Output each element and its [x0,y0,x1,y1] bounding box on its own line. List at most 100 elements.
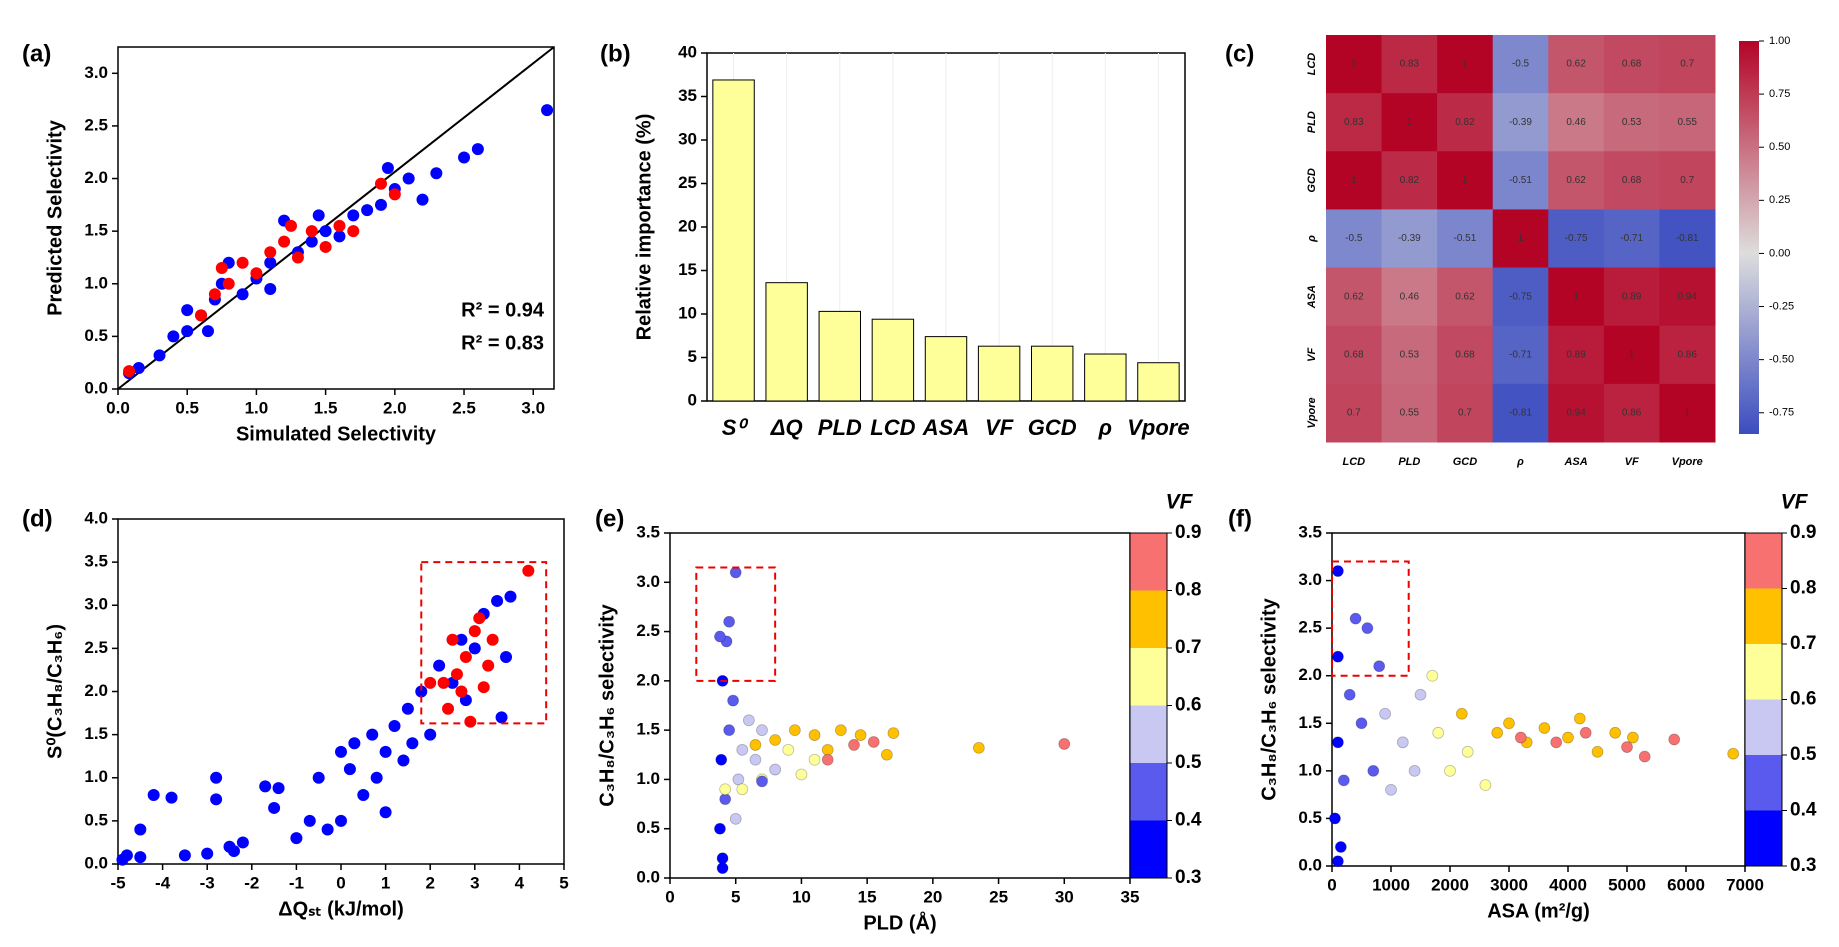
y-tick-label: 20 [678,216,697,235]
data-point [333,219,346,232]
y-tick-label: 2.5 [636,621,660,640]
colorbar-tick-label: 0.8 [1790,578,1816,599]
data-point [319,225,332,238]
y-tick-label: 3.0 [1298,570,1322,589]
colorbar-title: VF [1166,491,1194,514]
colorbar-tick-label: 0.7 [1790,633,1816,654]
annotation: R² = 0.94 [461,299,545,321]
row-label: LCD [1306,53,1318,76]
row-label: PLD [1306,111,1318,133]
y-tick-label: 0.0 [84,378,108,397]
data-point [319,240,332,253]
data-point [769,763,782,776]
data-point [491,594,504,607]
x-tick-label: 0 [665,887,674,906]
data-point [361,204,374,217]
x-tick-label: 4 [515,873,525,892]
data-point [132,361,145,374]
colorbar-tick-label: 0.7 [1175,637,1201,658]
data-point [348,737,361,750]
x-tick-label: 1.0 [245,398,269,417]
data-point [1514,731,1527,744]
bar [924,336,968,402]
x-axis-label: ASA (m²/g) [1487,900,1590,922]
cell-label: -0.81 [1676,233,1699,244]
colorbar-tick-label: 0.6 [1790,689,1816,710]
data-point [1355,717,1368,730]
cell-label: -0.5 [1345,233,1363,244]
plot-frame [1331,532,1746,867]
column-label: ρ [1516,456,1524,468]
x-tick-label: LCD [870,415,915,440]
data-point [291,251,304,264]
bar [977,345,1021,402]
heatmap-cell [1326,93,1383,152]
data-point [1668,733,1681,746]
data-point [719,783,732,796]
x-tick-label: ΔQ [770,415,803,440]
cell-label: -0.39 [1398,233,1421,244]
data-point [808,729,821,741]
panel-label: (c) [1225,40,1254,67]
x-axis-label: PLD (Å) [863,910,936,934]
data-point [1414,688,1427,701]
colorbar-tick-label: 0.25 [1769,194,1790,206]
data-point [268,801,281,814]
data-point [335,814,347,827]
cell-label: 1 [1462,59,1468,70]
y-tick-label: 2.5 [1298,618,1322,637]
data-point [236,288,249,301]
data-point [227,845,240,858]
data-point [347,225,360,238]
x-tick-label: 10 [792,887,811,906]
heatmap-cell [1659,383,1716,443]
annotation: R² = 0.83 [461,332,544,354]
y-tick-label: 1.0 [636,769,660,788]
x-tick-label: S⁰ [722,415,749,440]
cell-label: 0.62 [1455,291,1475,302]
data-point [729,812,742,825]
data-point [195,309,208,322]
data-point [1503,717,1515,730]
colorbar-tick-label: 0.9 [1790,522,1816,543]
data-point [1329,812,1341,825]
colorbar-segment [1745,699,1782,755]
data-point [264,283,277,296]
data-point [723,724,736,737]
cell-label: 0.89 [1566,349,1586,360]
cell-label: -0.75 [1565,233,1588,244]
y-tick-label: 1.0 [1298,760,1322,779]
data-point [482,659,495,672]
data-point [208,288,221,301]
data-point [333,230,346,243]
heatmap-cell [1603,209,1660,269]
colorbar-tick-label: -0.50 [1769,354,1794,366]
data-point [397,754,410,767]
row-label: GCD [1306,168,1318,193]
bar [765,282,808,402]
cell-label: 1 [1351,59,1357,70]
y-axis-label: Relative importance (%) [633,114,655,341]
column-label: LCD [1342,456,1365,468]
y-tick-label: 25 [678,173,697,192]
heatmap-cell [1326,35,1383,94]
heatmap-cell [1381,325,1438,385]
heatmap-cell [1437,151,1494,210]
colorbar-tick-label: 0.3 [1175,867,1201,888]
data-point [1332,650,1344,663]
data-point [416,193,429,206]
data-point [424,676,437,689]
colorbar-tick-label: 0.9 [1175,522,1201,543]
x-tick-label: -2 [244,873,259,892]
y-tick-label: 3.0 [84,595,108,614]
data-point [473,612,486,625]
colorbar-segment [1130,533,1167,591]
data-point [714,822,726,835]
data-point [165,791,178,804]
heatmap-cell [1326,209,1383,269]
data-point [736,783,749,796]
heatmap-cell [1659,93,1716,152]
colorbar-tick-label: 0.4 [1175,810,1202,831]
y-axis-label: C₃H₈/C₃H₆ selectivity [596,603,618,806]
colorbar-title: VF [1781,491,1809,514]
